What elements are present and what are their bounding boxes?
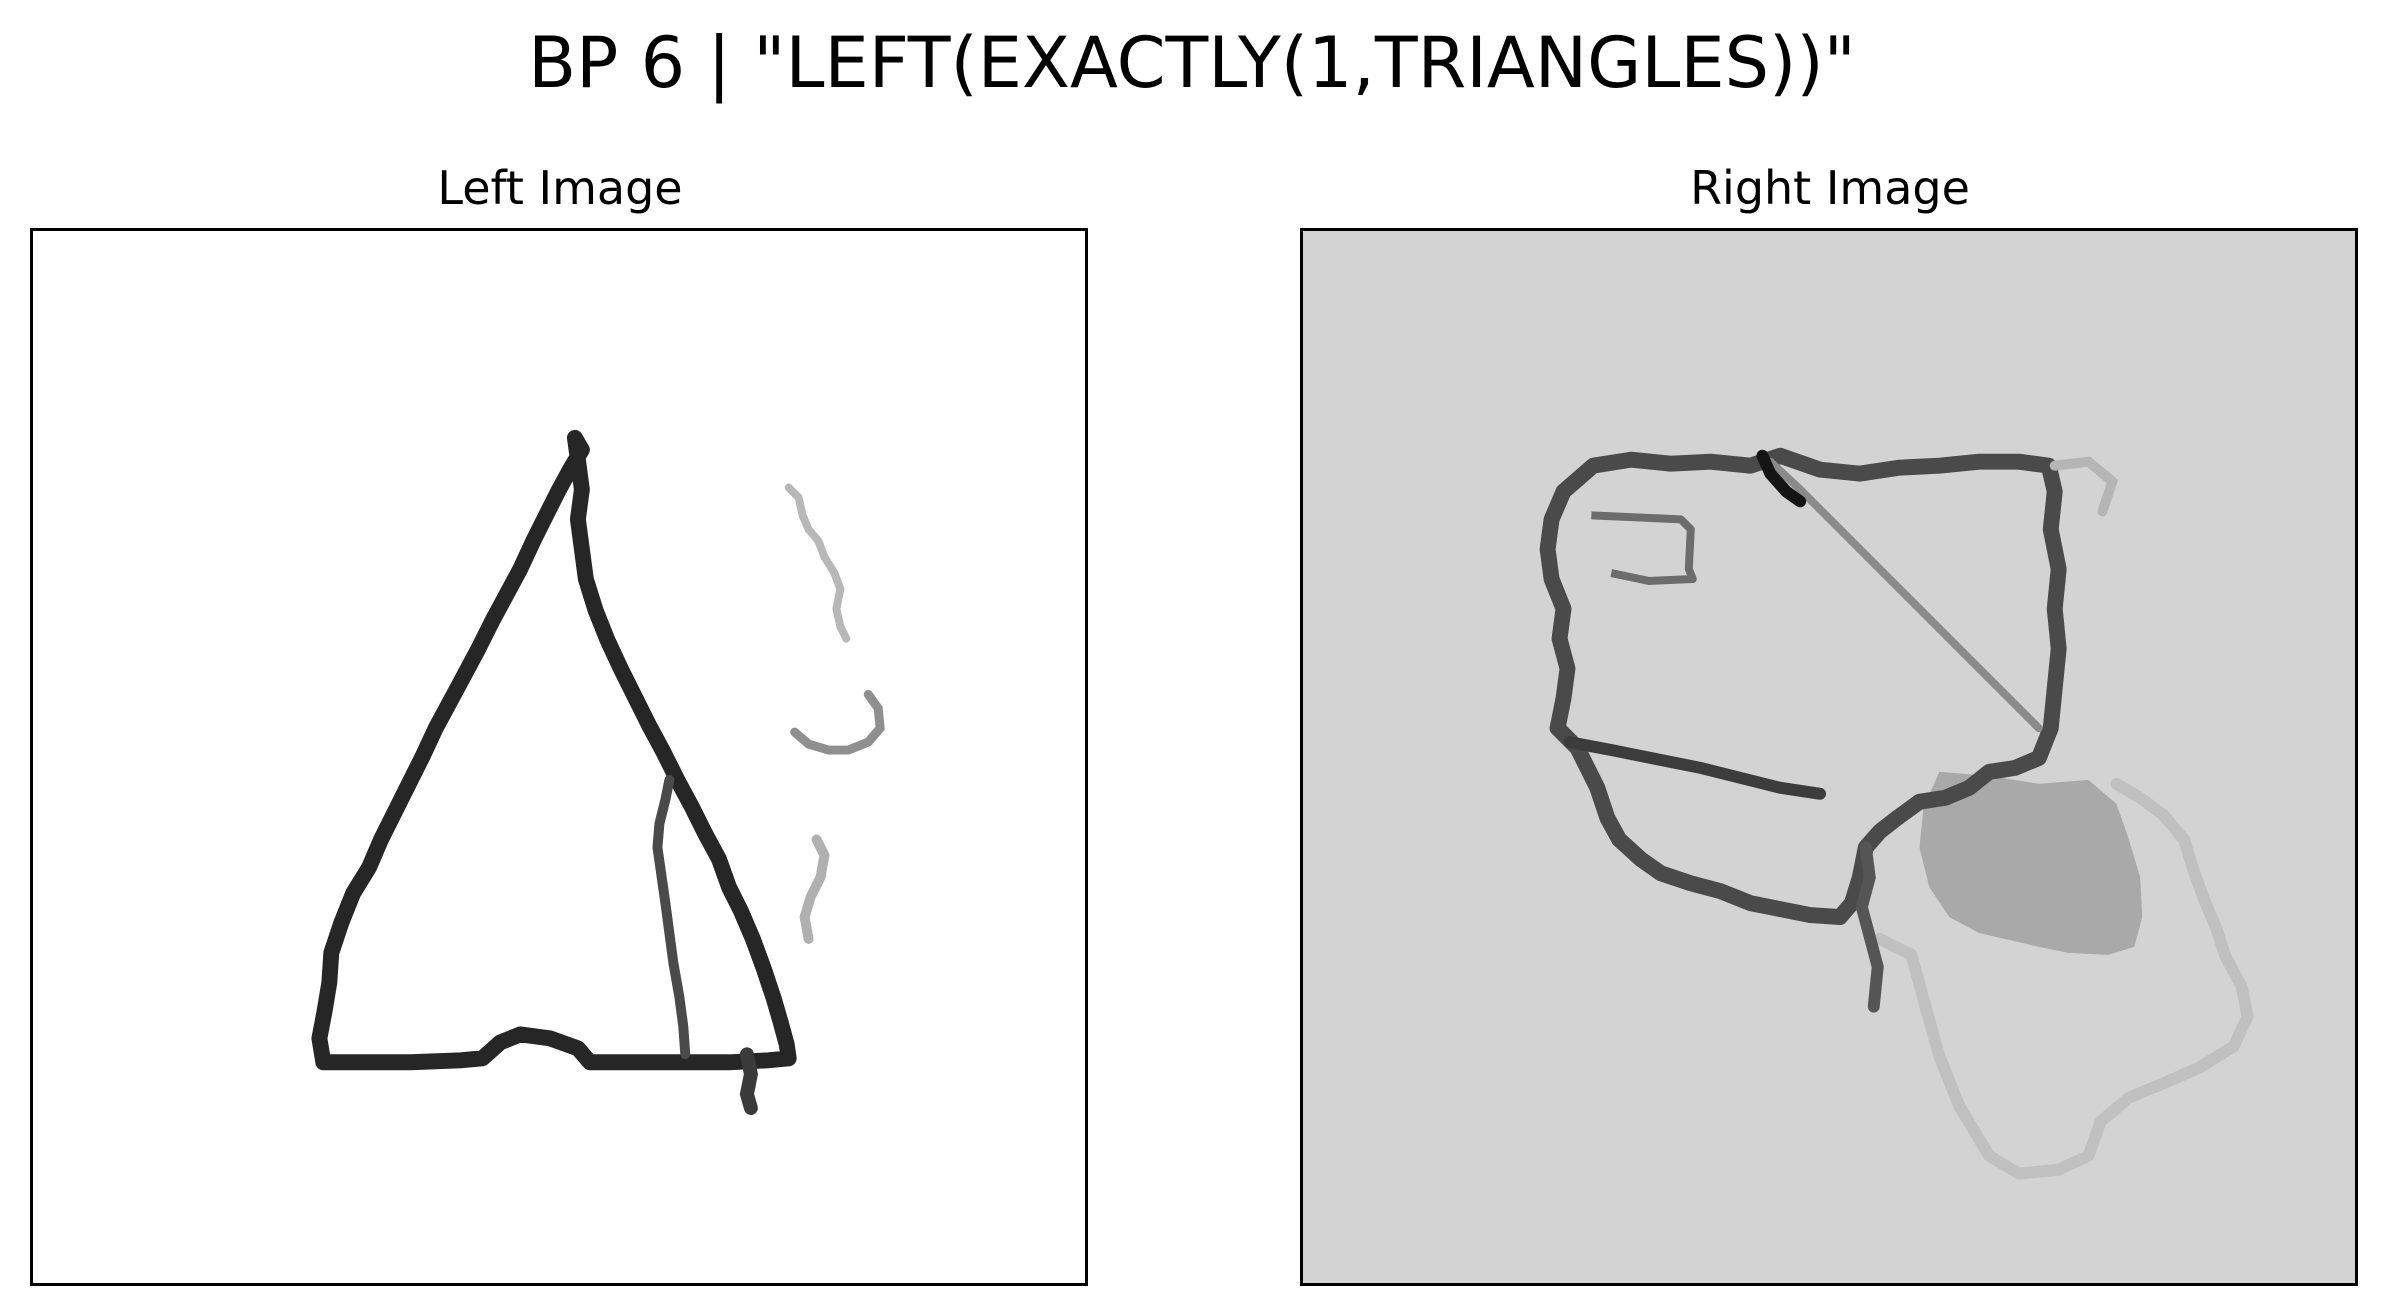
right-image-background — [1303, 231, 2355, 1283]
inner-horizontal-stroke — [1563, 736, 1827, 800]
faint-hook — [790, 689, 885, 755]
left-image-panel — [30, 228, 1088, 1286]
inner-stroke — [652, 774, 691, 1060]
right-panel-title: Right Image — [1690, 161, 1970, 215]
left-image-background — [33, 231, 1085, 1283]
right-image-canvas — [1303, 231, 2355, 1283]
faint-lower-shape — [1873, 777, 2254, 1180]
lower-drop-stroke — [1855, 841, 1884, 1013]
dark-outline — [1539, 447, 2067, 926]
left-image-canvas — [33, 231, 1085, 1283]
figure-title: BP 6 | "LEFT(EXACTLY(1,TRIANGLES))" — [528, 22, 1856, 104]
base-stub — [739, 1047, 759, 1115]
dark-accent — [1756, 449, 1807, 508]
inner-corner-square — [1591, 511, 1697, 585]
right-image-panel — [1300, 228, 2358, 1286]
right-edge-tick — [2049, 456, 2119, 517]
triangle-outline — [311, 429, 797, 1071]
diagonal-stroke — [1766, 457, 2043, 733]
faint-squiggle — [784, 483, 851, 643]
left-panel-title: Left Image — [437, 161, 683, 215]
filled-region — [1919, 771, 2143, 955]
faint-lower-mark — [799, 834, 830, 944]
